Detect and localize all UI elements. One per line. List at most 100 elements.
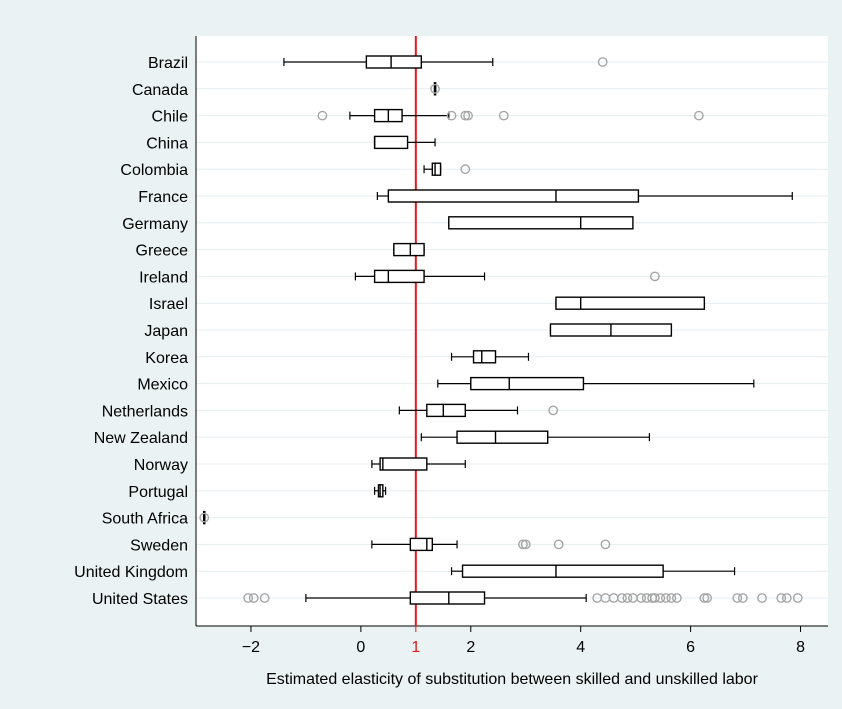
y-category-label: Sweden [130,537,188,554]
box-colombia: Colombia [120,162,471,179]
box-greece: Greece [136,243,425,260]
y-category-label: Colombia [120,162,188,179]
x-tick-label: 8 [796,639,805,656]
x-tick-label: 0 [356,639,365,656]
box-united-kingdom: United Kingdom [74,564,736,581]
box-united-states: United States [92,591,803,608]
box-sweden: Sweden [130,537,611,554]
y-category-label: Korea [145,350,188,367]
box [409,591,486,605]
y-category-label: Ireland [139,269,188,286]
box-israel: Israel [149,296,706,313]
box-korea: Korea [145,350,530,367]
outlier-point [666,593,677,603]
outlier-point [520,539,531,550]
outlier-point [463,110,473,121]
box [373,269,425,284]
y-category-label: Chile [152,109,189,126]
outlier-point [655,593,666,603]
y-category-label: Norway [134,457,188,474]
outlier-point [548,405,559,416]
box [409,537,434,552]
outlier-point [702,593,712,603]
y-category-label: Portugal [128,484,188,501]
outlier-point [600,539,611,550]
box-netherlands: Netherlands [102,403,559,420]
x-tick-label-reference: 1 [411,639,420,656]
outlier-point [446,110,457,121]
y-category-label: Brazil [148,55,188,72]
outlier-point [781,593,792,603]
y-category-label: Greece [136,243,189,260]
outlier-point [248,593,259,603]
outlier-point [671,593,682,603]
outlier-point [649,593,660,603]
outlier-point [660,593,671,603]
box [470,376,585,391]
box-norway: Norway [134,457,466,474]
y-category-label: France [138,189,188,206]
outlier-point [199,512,210,523]
y-category-label: New Zealand [94,430,188,447]
box-brazil: Brazil [148,55,608,72]
y-category-label: South Africa [102,511,188,528]
outlier-point [553,539,564,550]
box [379,457,428,471]
outlier-point [243,593,254,603]
box-south-africa: South Africa [102,511,210,528]
x-axis-title: Estimated elasticity of substitution bet… [266,671,758,688]
box-japan: Japan [144,323,673,340]
outlier-point [757,593,767,603]
outlier-point [498,110,509,121]
x-tick-label: 2 [466,639,475,656]
outlier-point [699,593,710,603]
outlier-point [259,593,270,603]
box [555,296,706,310]
outlier-point [430,83,440,94]
box [456,430,549,444]
box [387,189,640,203]
box [365,55,423,69]
outlier-point [597,57,608,67]
outlier-point [776,593,787,603]
plot-area [196,36,828,626]
box-germany: Germany [122,216,634,233]
box [448,216,634,230]
x-tick-label: 4 [576,639,585,656]
outlier-point [317,110,328,121]
outlier-point [693,110,704,121]
y-category-label: Canada [132,82,188,99]
box-portugal: Portugal [128,484,387,501]
outlier-point [792,593,803,603]
box-chile: Chile [152,109,704,126]
y-category-label: Israel [149,296,188,313]
y-category-label: United States [92,591,188,608]
x-tick-label: 6 [686,639,695,656]
x-tick-label: −2 [242,639,260,656]
y-category-label: United Kingdom [74,564,188,581]
box [393,242,425,257]
outlier-point [732,593,743,603]
outlier-point [622,593,633,603]
outlier-point [460,110,471,121]
outlier-point [518,539,528,550]
box [431,162,442,176]
box-china: China [146,135,436,152]
y-category-label: China [146,135,188,152]
box-france: France [138,189,793,206]
outlier-point [649,271,660,282]
box-mexico: Mexico [137,376,755,394]
outlier-point [617,593,627,603]
box-new-zealand: New Zealand [94,430,650,447]
y-category-label: Germany [122,216,188,233]
box [461,564,664,578]
box [426,403,466,418]
outlier-point [737,593,748,603]
y-category-label: Mexico [137,377,188,394]
box [472,350,497,364]
outlier-point [636,593,647,603]
outlier-point [460,164,471,175]
box-canada: Canada [132,82,440,99]
